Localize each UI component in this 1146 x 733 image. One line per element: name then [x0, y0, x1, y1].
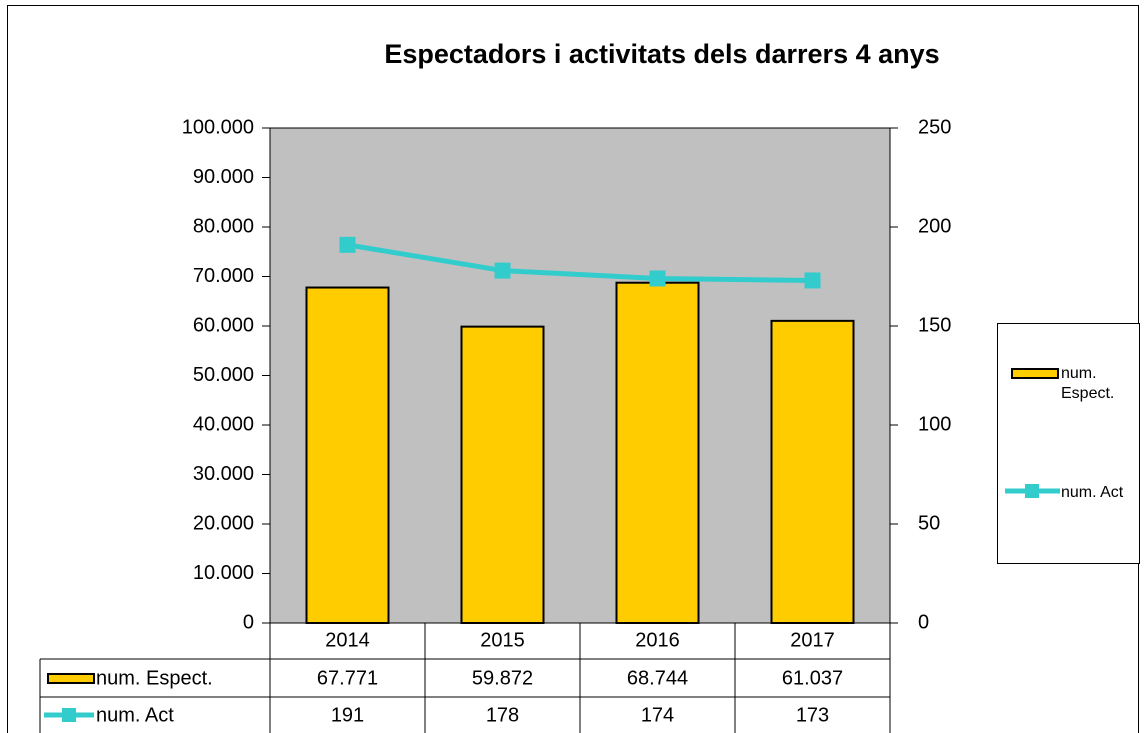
y-tick-label: 0	[243, 611, 254, 633]
line-series	[347, 242, 813, 283]
y2-tick-label: 50	[918, 512, 940, 534]
line-marker	[339, 236, 356, 253]
x-tick-label: 2016	[635, 629, 680, 651]
y-tick-label: 90.000	[193, 166, 254, 188]
table-value: 67.771	[317, 667, 378, 689]
legend-key-marker	[1025, 484, 1039, 498]
legend-label: num. Espect.	[1061, 365, 1115, 402]
legend-key-bar	[1011, 368, 1059, 379]
y2-tick-label: 150	[918, 314, 951, 336]
y-tick-label: 50.000	[193, 364, 254, 386]
table-value: 61.037	[782, 667, 843, 689]
table-row-label: num. Espect.	[96, 667, 213, 689]
table-value: 174	[641, 704, 674, 726]
bar	[615, 281, 700, 624]
table-value: 59.872	[472, 667, 533, 689]
table-key-bar	[47, 673, 95, 684]
line-marker	[649, 270, 666, 287]
chart-title: Espectadors i activitats dels darrers 4 …	[384, 39, 939, 69]
line-marker	[804, 272, 821, 289]
legend-box	[997, 323, 1140, 564]
y2-tick-label: 250	[918, 116, 951, 138]
bar	[770, 319, 855, 624]
table-value: 173	[796, 704, 829, 726]
table-row-label: num. Act	[96, 704, 174, 726]
x-tick-label: 2014	[325, 629, 370, 651]
y-tick-label: 40.000	[193, 413, 254, 435]
table-value: 68.744	[627, 667, 688, 689]
y-tick-label: 100.000	[182, 116, 254, 138]
bar	[305, 286, 390, 624]
y-tick-label: 10.000	[193, 562, 254, 584]
y-tick-label: 20.000	[193, 512, 254, 534]
line-marker	[494, 262, 511, 279]
y-tick-label: 70.000	[193, 265, 254, 287]
table-value: 191	[331, 704, 364, 726]
y2-tick-label: 0	[918, 611, 929, 633]
y2-tick-label: 100	[918, 413, 951, 435]
x-tick-label: 2015	[480, 629, 525, 651]
bar	[460, 325, 545, 624]
table-key-marker	[62, 708, 76, 722]
table-value: 178	[486, 704, 519, 726]
y2-tick-label: 200	[918, 215, 951, 237]
y-tick-label: 60.000	[193, 314, 254, 336]
legend-label: num. Act	[1061, 484, 1124, 501]
x-tick-label: 2017	[790, 629, 835, 651]
y-tick-label: 30.000	[193, 463, 254, 485]
y-tick-label: 80.000	[193, 215, 254, 237]
